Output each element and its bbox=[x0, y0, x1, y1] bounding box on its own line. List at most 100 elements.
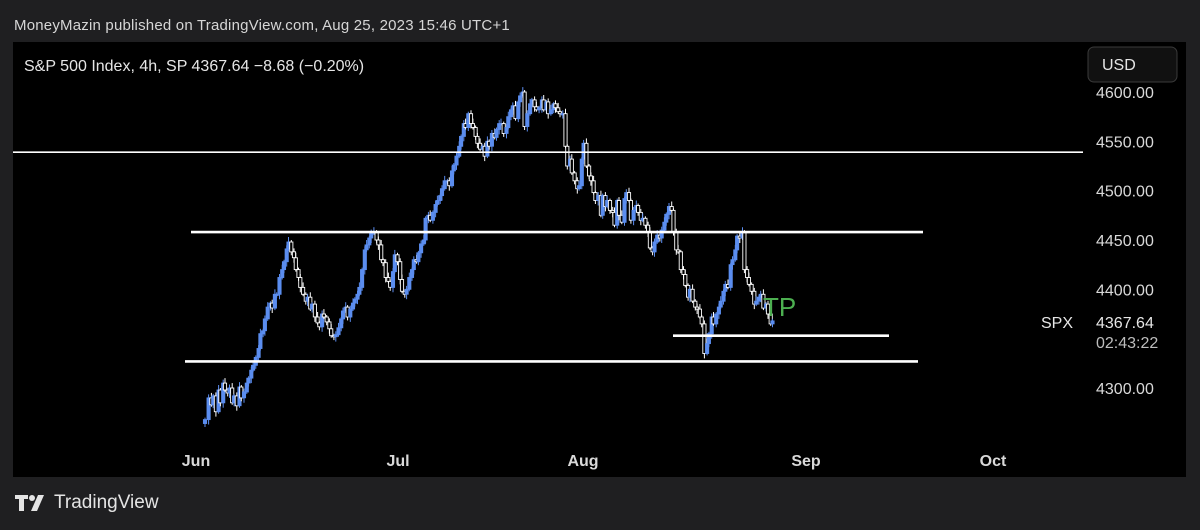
candle-body bbox=[355, 293, 360, 300]
candle-body bbox=[352, 298, 357, 304]
candle-body bbox=[475, 135, 480, 144]
candle-body bbox=[584, 142, 589, 167]
candle-body bbox=[742, 231, 747, 271]
candle-body bbox=[761, 293, 766, 309]
candle-body bbox=[537, 107, 542, 111]
candle-body bbox=[489, 132, 494, 147]
candle-body bbox=[416, 252, 421, 263]
candle-body bbox=[733, 249, 738, 261]
candle-body bbox=[256, 348, 261, 358]
candle-body bbox=[439, 188, 445, 197]
y-axis-labels: 4600.00 4550.00 4500.00 4450.00 4400.00 4300.… bbox=[1096, 85, 1154, 398]
candle-body bbox=[494, 129, 499, 138]
candle-body bbox=[411, 259, 416, 271]
candle-body bbox=[404, 288, 409, 295]
candle-body bbox=[705, 343, 710, 354]
candle-body bbox=[383, 262, 388, 278]
tradingview-logo-icon bbox=[15, 495, 44, 511]
candle-body bbox=[718, 300, 723, 308]
candle-body bbox=[572, 172, 577, 182]
candle-body bbox=[315, 316, 320, 324]
candle-body bbox=[293, 257, 298, 271]
candle-body bbox=[504, 127, 509, 134]
candle-body bbox=[244, 382, 249, 393]
candle-body bbox=[714, 313, 719, 325]
candle-body bbox=[442, 180, 447, 190]
y-axis-tick-label: 4300.00 bbox=[1096, 381, 1154, 398]
candles-group bbox=[202, 87, 775, 427]
y-axis-tick-label: 4400.00 bbox=[1096, 282, 1154, 299]
candle-body bbox=[652, 241, 657, 253]
candle-body bbox=[241, 391, 247, 399]
x-axis-labels: Jun Jul Aug Sep Oct bbox=[182, 453, 1007, 470]
candle-body bbox=[369, 232, 374, 239]
candle-body bbox=[588, 175, 593, 182]
candle-body bbox=[681, 269, 686, 275]
candle-body bbox=[690, 288, 695, 302]
candle-body bbox=[376, 239, 381, 246]
candle-body bbox=[348, 308, 353, 318]
candle-body bbox=[251, 364, 256, 371]
candle-body bbox=[548, 109, 553, 115]
candle-body bbox=[647, 231, 652, 249]
x-axis-tick-label: Oct bbox=[980, 453, 1007, 470]
candle-body bbox=[324, 316, 329, 323]
tradingview-brand-text: TradingView bbox=[54, 492, 159, 513]
candle-body bbox=[284, 248, 289, 263]
candle-body bbox=[392, 254, 397, 273]
candle-body bbox=[301, 286, 306, 295]
candle-body bbox=[522, 91, 527, 127]
candle-body bbox=[662, 221, 667, 231]
candle-body bbox=[333, 334, 338, 338]
candle-body bbox=[386, 277, 391, 282]
candle-body bbox=[457, 145, 462, 157]
currency-button[interactable]: USD bbox=[1087, 46, 1178, 83]
candle-body bbox=[702, 323, 707, 354]
x-axis-tick-label: Jun bbox=[182, 453, 210, 470]
candle-body bbox=[473, 127, 478, 137]
candle-body bbox=[321, 313, 326, 318]
candle-body bbox=[451, 164, 456, 172]
candle-body bbox=[399, 279, 405, 292]
candle-body bbox=[659, 229, 664, 239]
candle-body bbox=[565, 145, 570, 167]
candle-body bbox=[336, 327, 341, 336]
candle-body bbox=[339, 318, 344, 329]
candle-body bbox=[364, 244, 369, 251]
candle-body bbox=[506, 116, 511, 129]
candle-body bbox=[360, 269, 365, 288]
symbol-label: SPX bbox=[1041, 315, 1073, 332]
candle-body bbox=[674, 231, 679, 251]
chart-frame: S&P 500 Index, 4h, SP 4367.64 −8.68 (−0.… bbox=[13, 42, 1186, 477]
publisher-header: MoneyMazin published on TradingView.com,… bbox=[14, 17, 510, 34]
candle-body bbox=[622, 198, 627, 223]
candle-body bbox=[395, 254, 400, 263]
candle-body bbox=[312, 303, 317, 318]
candle-body bbox=[438, 195, 443, 201]
candle-body bbox=[280, 269, 285, 278]
candle-body bbox=[746, 277, 751, 285]
candle-body bbox=[327, 321, 332, 330]
candle-body bbox=[749, 283, 754, 292]
candle-body bbox=[367, 237, 372, 246]
candle-body bbox=[222, 382, 228, 391]
candle-body bbox=[706, 333, 711, 345]
candle-body bbox=[525, 113, 530, 127]
candle-body bbox=[340, 310, 346, 320]
candle-body bbox=[721, 290, 726, 302]
candle-body bbox=[246, 377, 251, 384]
candle-body bbox=[265, 306, 270, 320]
candle-body bbox=[557, 111, 563, 115]
candle-body bbox=[274, 293, 279, 296]
candle-body bbox=[723, 283, 728, 292]
candle-body bbox=[296, 269, 301, 278]
candle-body bbox=[262, 318, 267, 332]
candle-body bbox=[631, 209, 636, 221]
x-axis-tick-label: Aug bbox=[567, 453, 598, 470]
candle-body bbox=[754, 300, 759, 305]
candle-body bbox=[591, 180, 596, 194]
x-axis-tick-label: Sep bbox=[791, 453, 821, 470]
candle-body bbox=[730, 259, 735, 266]
last-price-label: 4367.64 bbox=[1096, 315, 1154, 332]
candle-body bbox=[765, 303, 771, 315]
